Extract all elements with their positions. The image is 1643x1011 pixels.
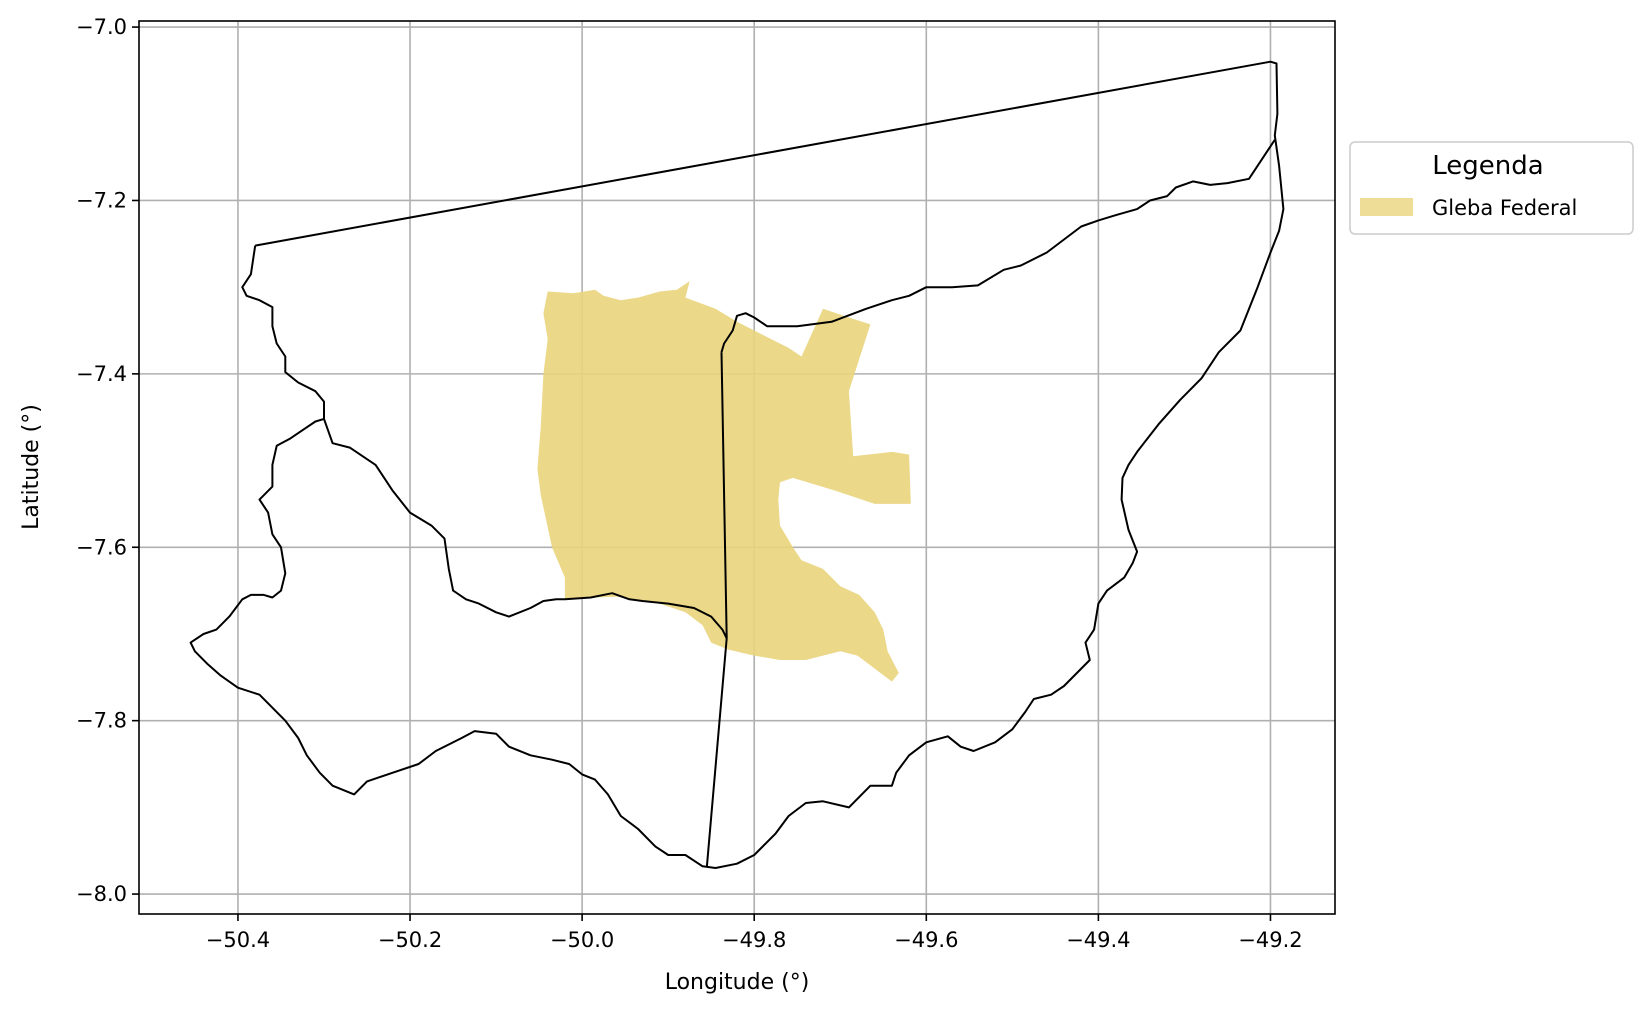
y-tick-label: −7.0 (76, 15, 127, 39)
legend-frame (1349, 141, 1634, 235)
x-tick-label: −49.6 (894, 928, 958, 952)
x-tick-label: −50.4 (206, 928, 270, 952)
legend-title: Legenda (1432, 151, 1543, 181)
legend-swatch-gleba-federal (1360, 198, 1413, 216)
y-tick-label: −7.6 (76, 535, 127, 559)
y-tick-label: −7.2 (76, 188, 127, 212)
plot-frame (138, 20, 1336, 915)
x-tick-label: −49.8 (722, 928, 786, 952)
x-tick-label: −49.2 (1238, 928, 1302, 952)
x-tick-label: −49.4 (1066, 928, 1130, 952)
y-tick-label: −7.4 (76, 362, 127, 386)
layer-south-river-boundary (323, 418, 728, 639)
y-tick-label: −7.8 (76, 709, 127, 733)
map-layers (189, 60, 1285, 869)
layer-north-river-boundary (720, 139, 1276, 353)
axis-ticks: −50.4 −50.2 −50.0 −49.8 −49.6 −49.4 −49.2 −7.0 −… (76, 15, 1303, 952)
x-axis-label: Longitude (°) (665, 970, 810, 995)
layer-municipal-divider (705, 352, 728, 867)
x-tick-label: −50.0 (550, 928, 614, 952)
legend: Legenda Gleba Federal (1349, 141, 1634, 235)
y-tick-label: −8.0 (76, 882, 127, 906)
layer-outer-boundary (189, 60, 1285, 869)
legend-label-gleba-federal: Gleba Federal (1432, 196, 1577, 220)
x-tick-label: −50.2 (378, 928, 442, 952)
y-axis-label: Latitude (°) (19, 404, 44, 530)
